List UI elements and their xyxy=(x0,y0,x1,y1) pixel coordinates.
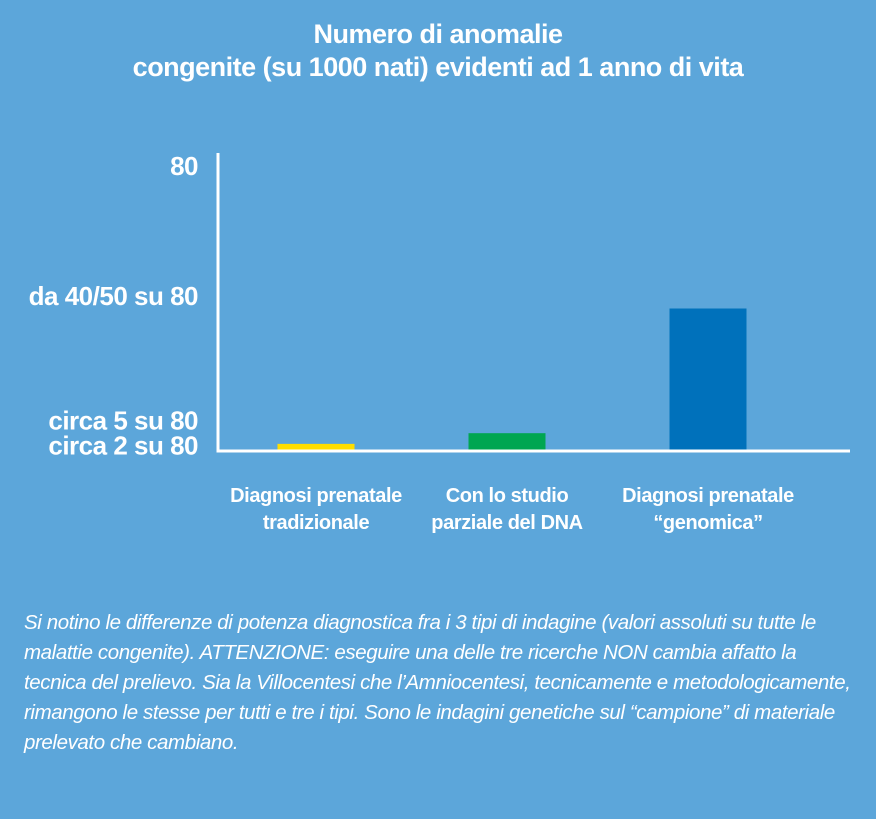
x-category-label: parziale del DNA xyxy=(431,512,582,534)
bar xyxy=(669,308,747,450)
y-tick-label: da 40/50 su 80 xyxy=(29,281,198,311)
chart-title-line-1: Numero di anomalie xyxy=(313,19,563,49)
x-category-label: tradizionale xyxy=(263,512,370,534)
x-category-label: Diagnosi prenatale xyxy=(622,485,794,507)
y-tick-label: circa 2 su 80 xyxy=(48,431,198,461)
y-tick-label: circa 5 su 80 xyxy=(48,406,198,436)
chart-caption: Si notino le differenze di potenza diagn… xyxy=(24,611,851,754)
chart-title-line-2: congenite (su 1000 nati) evidenti ad 1 a… xyxy=(132,52,744,82)
x-category-label: Diagnosi prenatale xyxy=(230,485,402,507)
x-category-label: Con lo studio xyxy=(446,485,569,507)
x-category-label: “genomica” xyxy=(653,512,762,534)
chart-title: Numero di anomalie congenite (su 1000 na… xyxy=(0,18,876,84)
bar xyxy=(277,443,355,450)
y-tick-label: 80 xyxy=(170,151,198,181)
bar xyxy=(468,433,546,450)
